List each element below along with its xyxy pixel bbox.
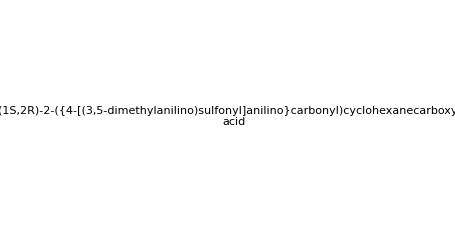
Text: (1S,2R)-2-({4-[(3,5-dimethylanilino)sulfonyl]anilino}carbonyl)cyclohexanecarboxy: (1S,2R)-2-({4-[(3,5-dimethylanilino)sulf…	[0, 106, 455, 128]
